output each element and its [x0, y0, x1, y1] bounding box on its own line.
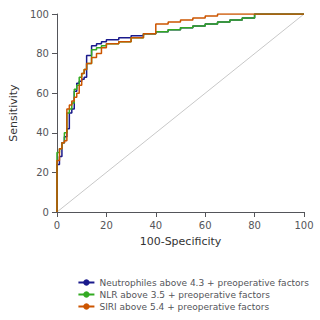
svg-text:20: 20	[100, 220, 113, 231]
svg-text:20: 20	[36, 167, 49, 178]
svg-text:60: 60	[36, 88, 49, 99]
svg-text:0: 0	[43, 207, 49, 218]
svg-text:40: 40	[36, 127, 49, 138]
svg-text:100: 100	[294, 220, 313, 231]
svg-text:80: 80	[36, 48, 49, 59]
svg-text:40: 40	[149, 220, 162, 231]
svg-text:80: 80	[248, 220, 261, 231]
svg-text:Neutrophiles above 4.3 + preop: Neutrophiles above 4.3 + preoperative fa…	[99, 278, 309, 288]
svg-text:Sensitivity: Sensitivity	[7, 84, 20, 142]
svg-text:NLR above 3.5 + preoperative f: NLR above 3.5 + preoperative factors	[99, 290, 270, 300]
svg-text:0: 0	[54, 220, 60, 231]
svg-text:100-Specificity: 100-Specificity	[140, 235, 222, 248]
svg-text:100: 100	[30, 9, 49, 20]
svg-text:60: 60	[199, 220, 212, 231]
svg-text:SIRI above 5.4 + preoperative: SIRI above 5.4 + preoperative factors	[99, 302, 269, 312]
